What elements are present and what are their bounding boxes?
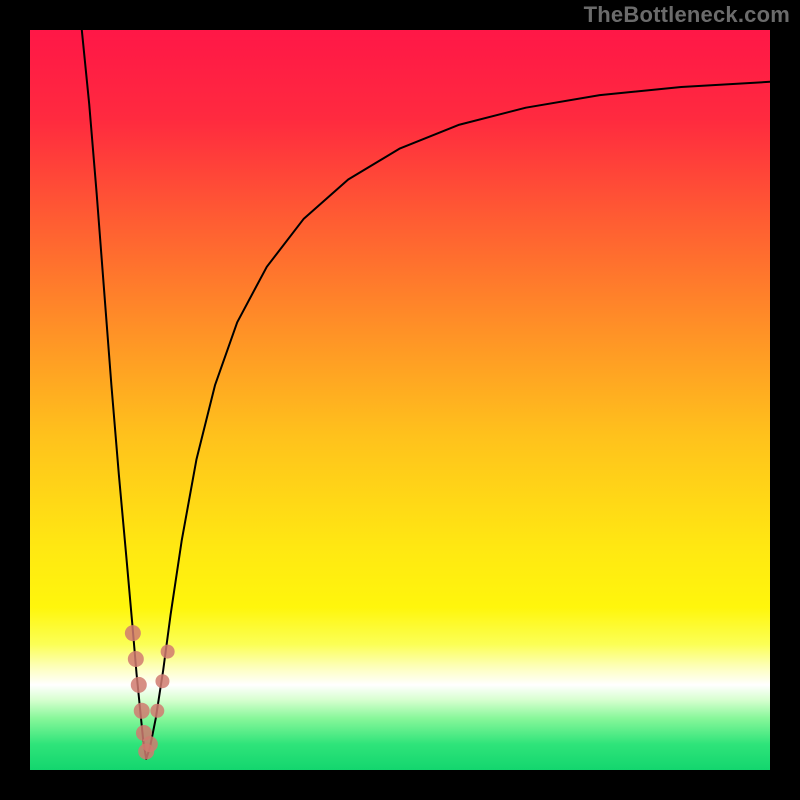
marker-dot <box>131 677 147 693</box>
marker-dot <box>150 704 164 718</box>
marker-dot <box>155 674 169 688</box>
watermark-text: TheBottleneck.com <box>584 2 790 28</box>
marker-dot <box>125 625 141 641</box>
marker-dot <box>142 736 158 752</box>
plot-area <box>30 30 770 770</box>
marker-dot <box>128 651 144 667</box>
chart-container: TheBottleneck.com <box>0 0 800 800</box>
marker-dot <box>161 645 175 659</box>
plot-svg <box>30 30 770 770</box>
marker-dot <box>134 703 150 719</box>
